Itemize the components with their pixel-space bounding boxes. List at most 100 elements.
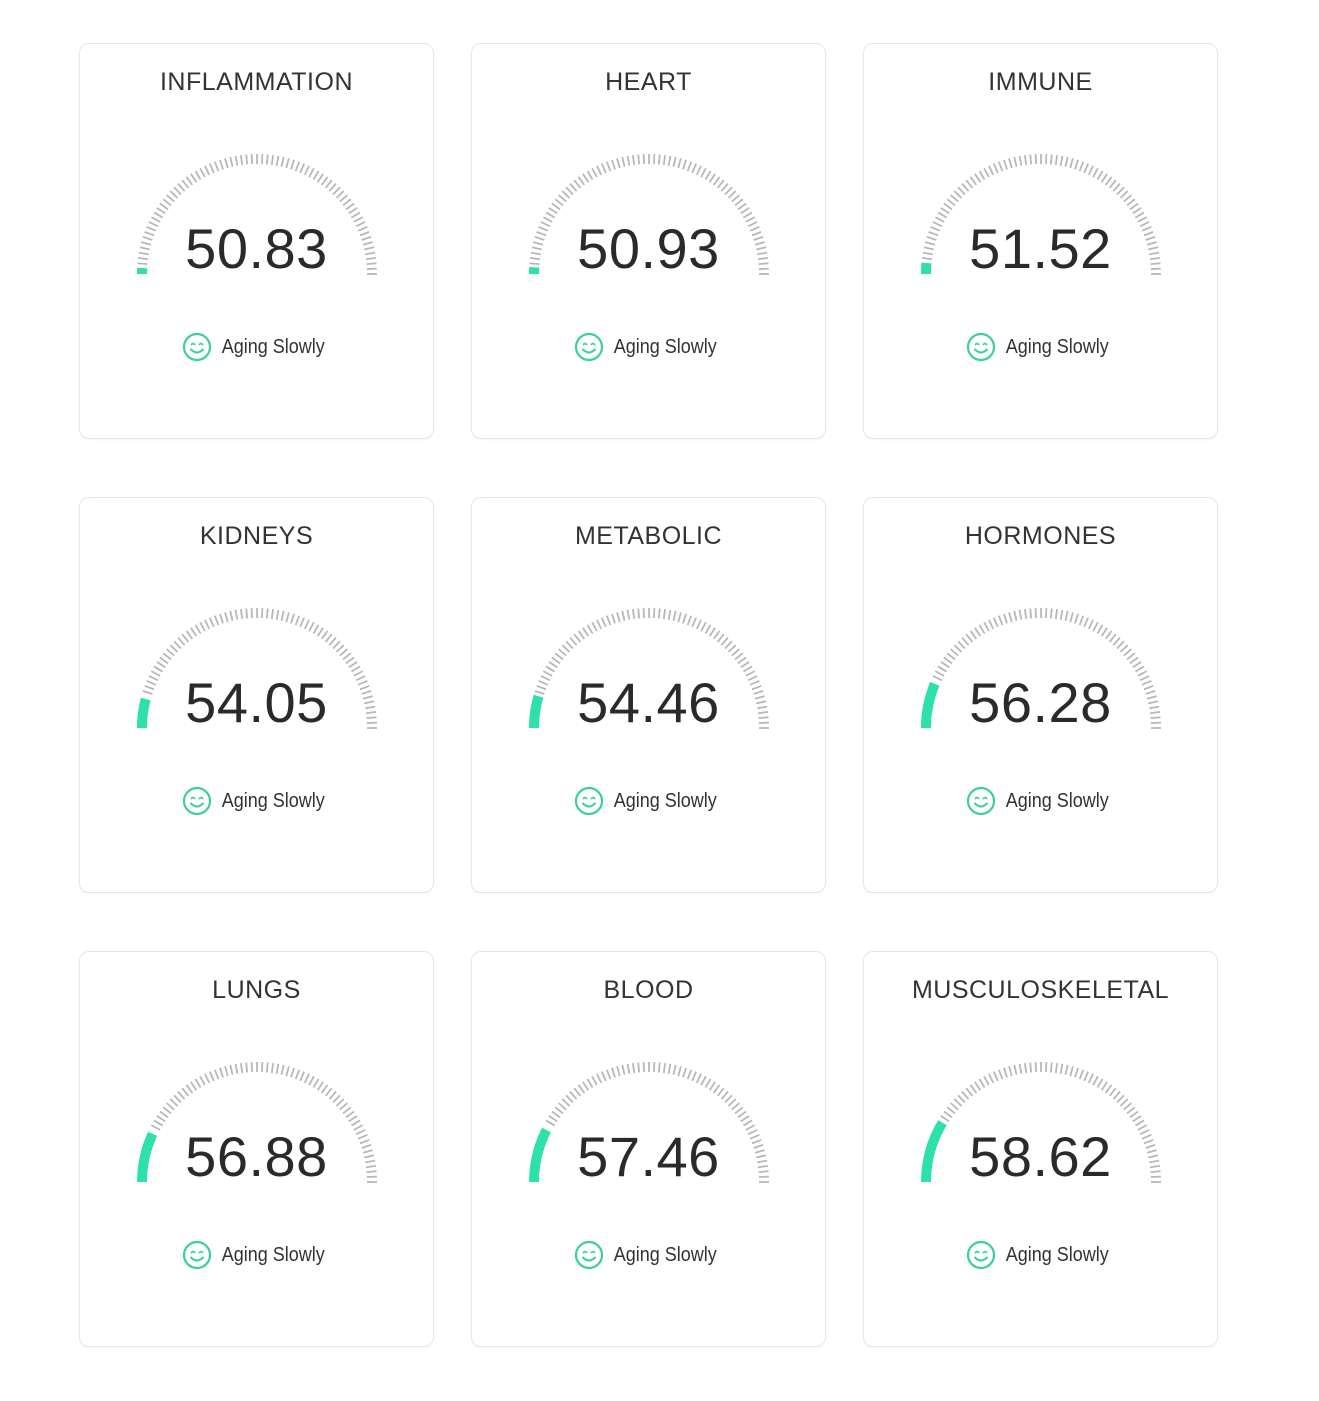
gauge-tick — [185, 630, 194, 640]
gauge-tick — [1145, 1144, 1156, 1149]
gauge-tick — [1141, 226, 1152, 232]
gauge-tick — [173, 1094, 182, 1104]
status-label: Aging Slowly — [221, 1243, 326, 1266]
gauge-tick — [1149, 705, 1160, 710]
smiley-face-icon — [574, 786, 604, 816]
gauge-tick — [1104, 176, 1113, 186]
gauge-tick — [720, 183, 729, 192]
gauge-tick — [716, 179, 725, 189]
gauge-tick — [1024, 154, 1028, 166]
gauge-tick — [312, 1078, 320, 1089]
gauge-tick — [156, 1115, 166, 1123]
gauge-tick — [626, 1063, 631, 1074]
gauge-tick — [364, 246, 375, 251]
gauge-value: 58.62 — [969, 1125, 1112, 1188]
gauge-tick — [988, 1073, 995, 1084]
gauge-tick — [320, 630, 329, 640]
gauge-tick — [712, 1084, 721, 1094]
gauge-fill-arc — [137, 1131, 158, 1183]
gauge-tick — [229, 610, 234, 621]
gauge-tick — [978, 170, 986, 181]
gauge-tick — [742, 665, 753, 673]
gauge-tick — [742, 1119, 753, 1127]
gauge-tick — [1108, 633, 1117, 643]
gauge-tick — [740, 1115, 750, 1123]
gauge-tick — [758, 262, 769, 266]
gauge-tick — [573, 1087, 582, 1097]
gauge-tick — [961, 1091, 970, 1100]
gauge-tick — [1149, 257, 1161, 261]
gauge-tick — [353, 670, 364, 677]
gauge-tick — [138, 251, 149, 256]
gauge-tick — [270, 608, 274, 620]
gauge-tick — [137, 257, 149, 261]
gauge-tick — [1003, 159, 1008, 170]
gauge-tick — [724, 640, 733, 650]
gauge-tick — [953, 190, 963, 199]
gauge-tick — [704, 170, 712, 181]
gauge-tick — [1129, 1110, 1139, 1119]
status-badge: Aging Slowly — [864, 786, 1217, 816]
gauge-tick — [934, 216, 945, 223]
gauge-tick — [1148, 1154, 1159, 1159]
gauge-tick — [626, 609, 631, 620]
gauge-tick — [978, 1078, 986, 1089]
gauge-tick — [350, 1119, 361, 1127]
gauge-tick — [332, 186, 341, 196]
gauge-tick — [731, 1102, 740, 1111]
gauge-tick — [548, 661, 558, 669]
gauge-tick — [265, 608, 269, 619]
gauge-tick — [538, 680, 549, 686]
gauge-tick — [1119, 1098, 1129, 1107]
card-title: INFLAMMATION — [159, 68, 354, 96]
gauge-tick — [724, 1094, 733, 1104]
card-title: HEART — [605, 68, 692, 96]
gauge-tick — [265, 154, 269, 165]
gauge-tick — [355, 221, 366, 228]
gauge-tick — [332, 1094, 341, 1104]
gauge-tick — [534, 236, 545, 241]
gauge-tick — [621, 1064, 626, 1075]
gauge-tick — [753, 690, 764, 695]
gauge-tick — [561, 1098, 571, 1107]
gauge-tick — [219, 1067, 224, 1078]
score-card-inflammation: INFLAMMATION 50.83 Aging Slowly — [79, 43, 434, 439]
gauge-tick — [946, 198, 956, 207]
gauge-tick — [582, 1081, 590, 1091]
gauge-tick — [1100, 627, 1108, 637]
gauge-tick — [153, 211, 164, 219]
gauge-tick — [943, 656, 953, 665]
gauge-tick — [357, 680, 368, 686]
gauge-tick — [757, 705, 768, 710]
gauge-tick — [1132, 661, 1142, 669]
gauge-tick — [142, 236, 153, 241]
gauge-tick — [150, 1124, 161, 1131]
gauge-tick — [573, 179, 582, 189]
gauge-tick — [734, 1106, 744, 1115]
gauge-tick — [350, 665, 361, 673]
gauge-tick — [294, 615, 301, 626]
status-badge: Aging Slowly — [80, 786, 433, 816]
gauge-tick — [1074, 159, 1079, 170]
gauge-tick — [946, 652, 956, 661]
gauge-tick — [554, 198, 564, 207]
gauge-tick — [1119, 644, 1129, 653]
gauge-tick — [1064, 1064, 1069, 1075]
gauge-tick — [1112, 637, 1121, 646]
gauge-tick — [751, 230, 762, 237]
gauge-tick — [1148, 246, 1159, 251]
smiley-face-icon — [182, 332, 212, 362]
gauge-tick — [734, 198, 744, 207]
gauge-tick — [753, 236, 764, 241]
gauge-tick — [359, 230, 370, 237]
gauge-fill-arc — [921, 262, 932, 275]
gauge-tick — [677, 158, 682, 169]
gauge-tick — [1143, 1138, 1154, 1145]
gauge-tick — [137, 262, 148, 266]
gauge-tick — [708, 627, 716, 637]
smiley-face-icon — [574, 332, 604, 362]
gauge-tick — [1054, 154, 1058, 166]
gauge-tick — [365, 251, 376, 256]
gauge-tick — [299, 617, 305, 628]
status-badge: Aging Slowly — [472, 786, 825, 816]
